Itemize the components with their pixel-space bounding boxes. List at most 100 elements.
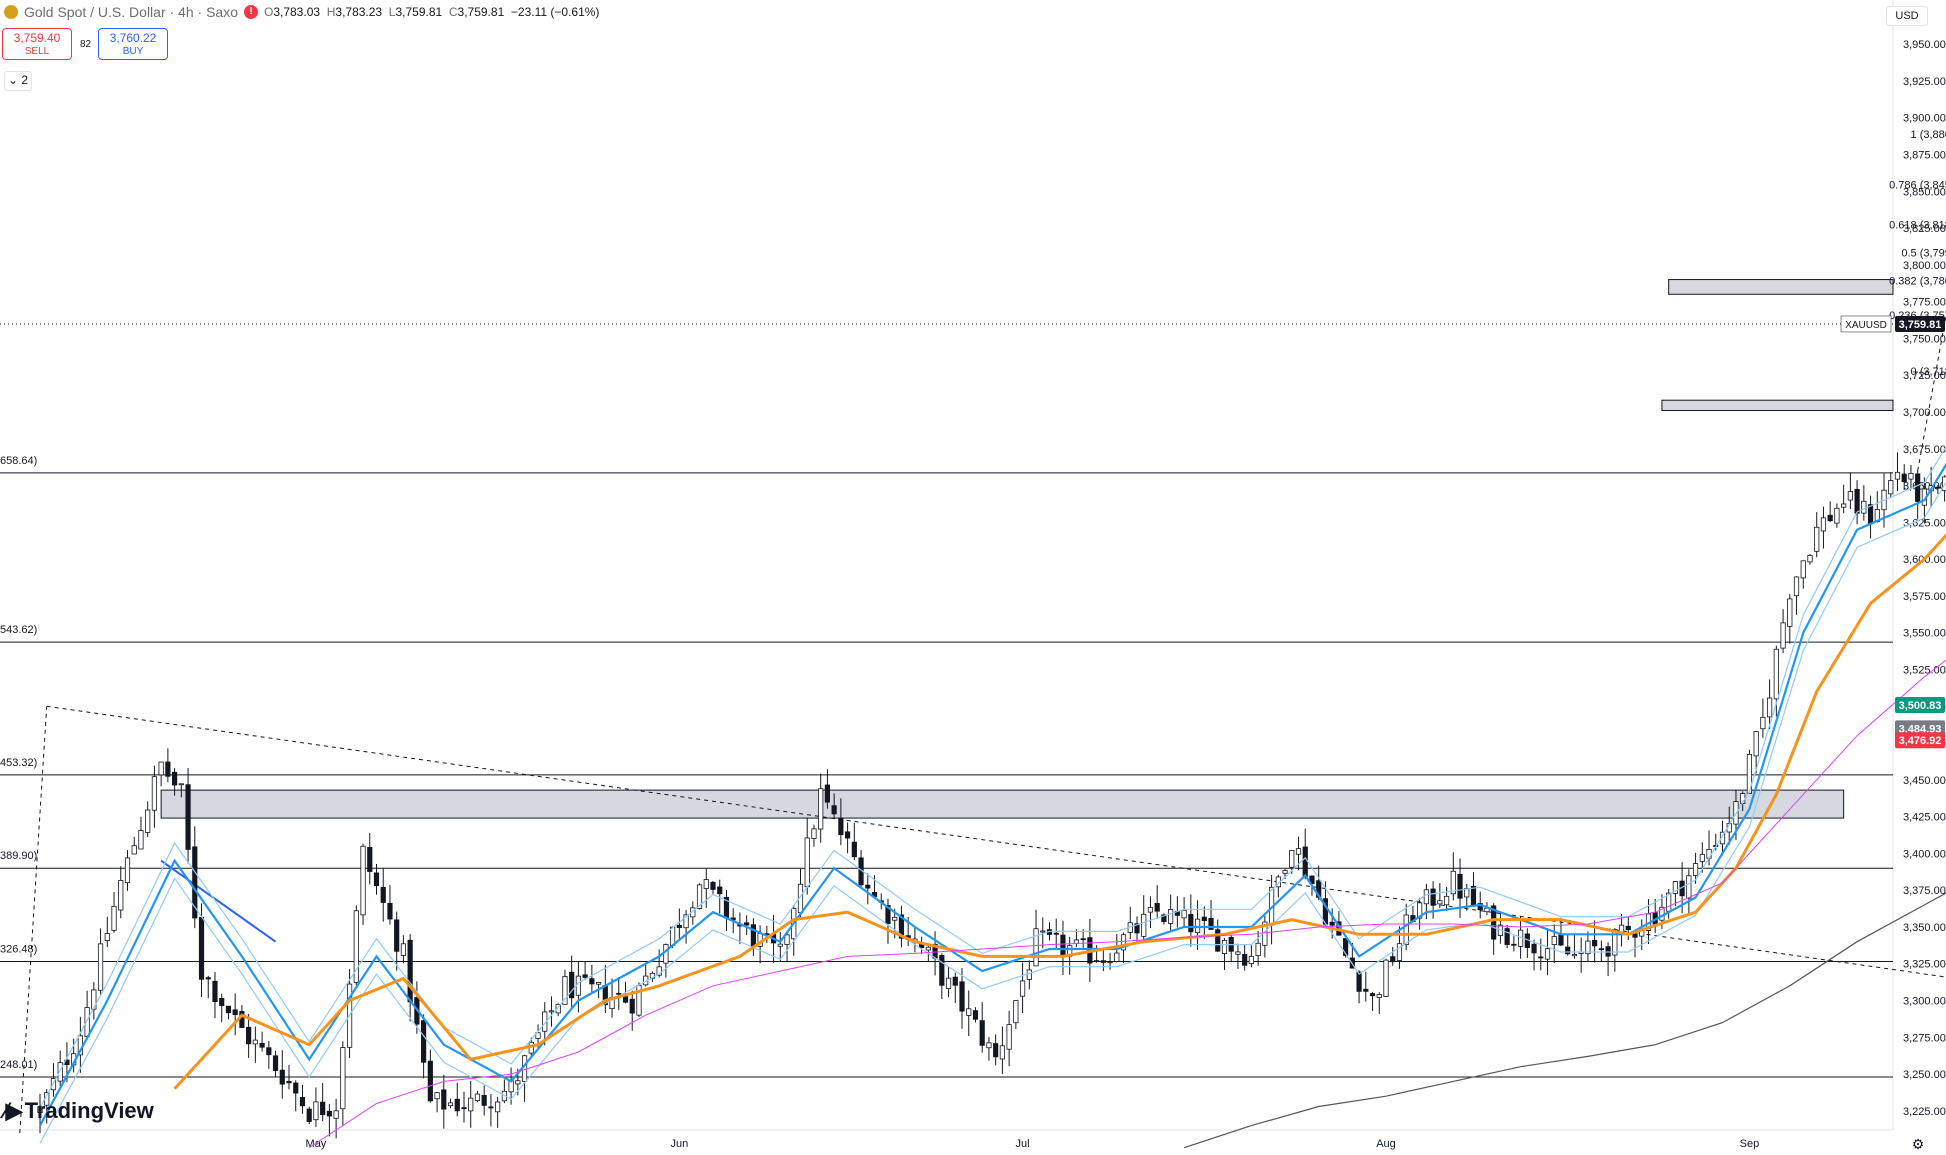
candle xyxy=(1255,931,1261,966)
candle xyxy=(407,934,413,1022)
tradingview-logo[interactable]: ⁄▶ TradingView xyxy=(4,1098,154,1124)
alert-icon[interactable]: ! xyxy=(243,5,258,19)
candle xyxy=(1141,895,1147,942)
candle-body xyxy=(1592,939,1598,947)
candle xyxy=(1686,869,1692,916)
price-tag-box xyxy=(1895,732,1945,749)
candle-body xyxy=(1188,914,1194,933)
candle-body xyxy=(427,1060,433,1102)
candle-body xyxy=(259,1042,265,1048)
candle-body xyxy=(1511,943,1517,946)
candle xyxy=(555,1003,561,1017)
candle-body xyxy=(999,1045,1005,1060)
candle-body xyxy=(656,966,662,976)
candle xyxy=(118,866,124,919)
candle-body xyxy=(1019,980,1026,997)
ohlc-readout: O3,783.03 H3,783.23 L3,759.81 C3,759.81 … xyxy=(263,5,600,19)
indicator-count: 2 xyxy=(21,73,29,87)
candle-body xyxy=(1255,942,1261,956)
candle xyxy=(1006,1010,1012,1067)
candle xyxy=(818,773,824,843)
candle-body xyxy=(1181,909,1187,919)
candle xyxy=(777,931,783,961)
candle-body xyxy=(1396,943,1403,961)
price-tag: XAUUSD 3,759.81 xyxy=(1840,315,1945,333)
buy-button[interactable]: 3,760.22 BUY xyxy=(98,28,168,60)
indicators-collapse-button[interactable]: ⌄ 2 xyxy=(4,71,32,91)
candle-body xyxy=(993,1043,999,1058)
candle-body xyxy=(474,1093,481,1101)
candle xyxy=(548,996,555,1027)
candle xyxy=(1753,731,1759,774)
candle-body xyxy=(1242,953,1248,966)
candle xyxy=(252,1026,258,1063)
candle xyxy=(636,982,642,1017)
candle-body xyxy=(1551,936,1557,946)
tradingview-mark-icon: ⁄▶ xyxy=(4,1098,23,1123)
candle-body xyxy=(1531,943,1537,954)
candle-body xyxy=(1854,488,1860,514)
candle-body xyxy=(959,981,965,1012)
y-tick-label: 3,900.00 xyxy=(1903,113,1946,125)
candle xyxy=(932,931,938,976)
x-tick-label: Sep xyxy=(1740,1138,1760,1150)
candle xyxy=(192,826,198,929)
candle-body xyxy=(1780,622,1786,649)
candle-body xyxy=(1343,938,1349,956)
candle xyxy=(979,1002,985,1053)
candle xyxy=(1094,945,1100,963)
candle xyxy=(845,822,851,854)
sell-button[interactable]: 3,759.40 SELL xyxy=(2,28,72,60)
x-tick-label: Aug xyxy=(1376,1138,1396,1150)
candle xyxy=(1713,833,1719,851)
y-tick-label: 3,750.00 xyxy=(1903,333,1946,345)
candle xyxy=(629,990,635,1031)
candle xyxy=(501,1079,507,1104)
symbol-title[interactable]: Gold Spot / U.S. Dollar · 4h · Saxo xyxy=(24,4,238,20)
candle-body xyxy=(1033,928,1039,967)
candle xyxy=(912,925,918,953)
candle xyxy=(447,1098,454,1109)
candle xyxy=(1841,484,1847,514)
candle xyxy=(1652,898,1658,933)
candle-body xyxy=(696,884,703,909)
candle-body xyxy=(1457,873,1463,899)
candle-body xyxy=(481,1095,487,1106)
candle-body xyxy=(57,1062,63,1082)
candle-body xyxy=(171,771,178,786)
candle xyxy=(865,873,871,905)
candle-body xyxy=(670,926,676,946)
candle xyxy=(1363,971,1369,1002)
candle xyxy=(293,1080,299,1112)
candle-body xyxy=(205,977,211,980)
candle-body xyxy=(939,955,945,986)
candle-body xyxy=(1147,907,1154,913)
candle-body xyxy=(266,1047,272,1056)
gear-icon[interactable]: ⚙ xyxy=(1911,1136,1925,1152)
candle-body xyxy=(1403,914,1409,945)
candle xyxy=(1820,506,1827,549)
candle xyxy=(313,1087,319,1127)
candle-body xyxy=(394,919,400,952)
candle-body xyxy=(824,784,831,803)
y-tick-label: 3,700.00 xyxy=(1903,407,1946,419)
candle-body xyxy=(1935,486,1941,489)
candle-body xyxy=(811,828,817,839)
candle-body xyxy=(1793,576,1800,597)
candle-body xyxy=(851,841,857,858)
candle xyxy=(326,1103,332,1137)
candle-body xyxy=(212,980,218,1003)
candle-body xyxy=(818,788,824,830)
currency-selector[interactable]: USD xyxy=(1886,6,1928,26)
candle xyxy=(1780,609,1786,654)
candle-body xyxy=(1430,888,1436,906)
candle-body xyxy=(1289,849,1295,868)
candle-body xyxy=(1834,507,1840,524)
candle xyxy=(1847,473,1853,509)
candle-body xyxy=(1221,940,1228,954)
candle-body xyxy=(535,1032,541,1039)
candle xyxy=(380,868,386,922)
y-tick-label: 3,850.00 xyxy=(1903,186,1946,198)
candle xyxy=(1692,852,1699,884)
